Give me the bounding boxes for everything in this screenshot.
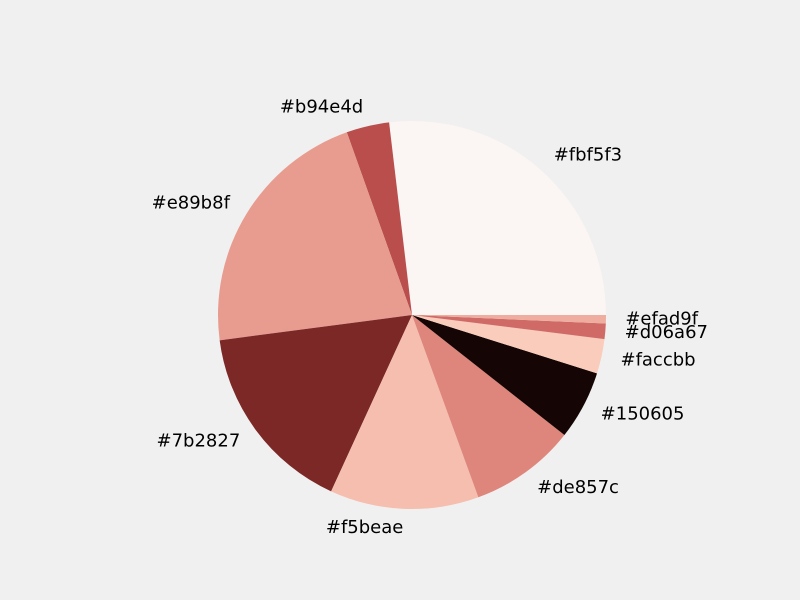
pie-slice-label: #e89b8f bbox=[152, 193, 231, 214]
pie-labels: #fbf5f3 #b94e4d #e89b8f #7b2827 #f5beae #de85… bbox=[152, 96, 708, 538]
pie-slice-3 bbox=[219, 315, 412, 492]
pie-slice-5 bbox=[412, 315, 565, 498]
pie-slice-label: #f5beae bbox=[326, 517, 403, 538]
pie-slice-label: #b94e4d bbox=[280, 96, 363, 117]
pie-slice-9 bbox=[412, 315, 606, 324]
pie-slice-2 bbox=[218, 132, 412, 341]
pie-slice-label: #faccbb bbox=[620, 350, 695, 371]
pie-slice-8 bbox=[412, 315, 606, 340]
pie-slice-label: #fbf5f3 bbox=[554, 144, 622, 165]
pie-slice-4 bbox=[331, 315, 479, 509]
pie-slice-0 bbox=[389, 120, 606, 316]
pie-slice-label: #de857c bbox=[537, 477, 619, 498]
pie-slice-6 bbox=[412, 315, 598, 436]
pie-slice-label: #d06a67 bbox=[625, 322, 708, 343]
pie-slice-label: #150605 bbox=[601, 404, 685, 425]
pie-slices bbox=[218, 120, 606, 509]
pie-slice-1 bbox=[346, 122, 412, 315]
pie-slice-label: #7b2827 bbox=[157, 431, 241, 452]
pie-slice-label: #efad9f bbox=[625, 309, 698, 330]
pie-slice-7 bbox=[412, 315, 605, 374]
